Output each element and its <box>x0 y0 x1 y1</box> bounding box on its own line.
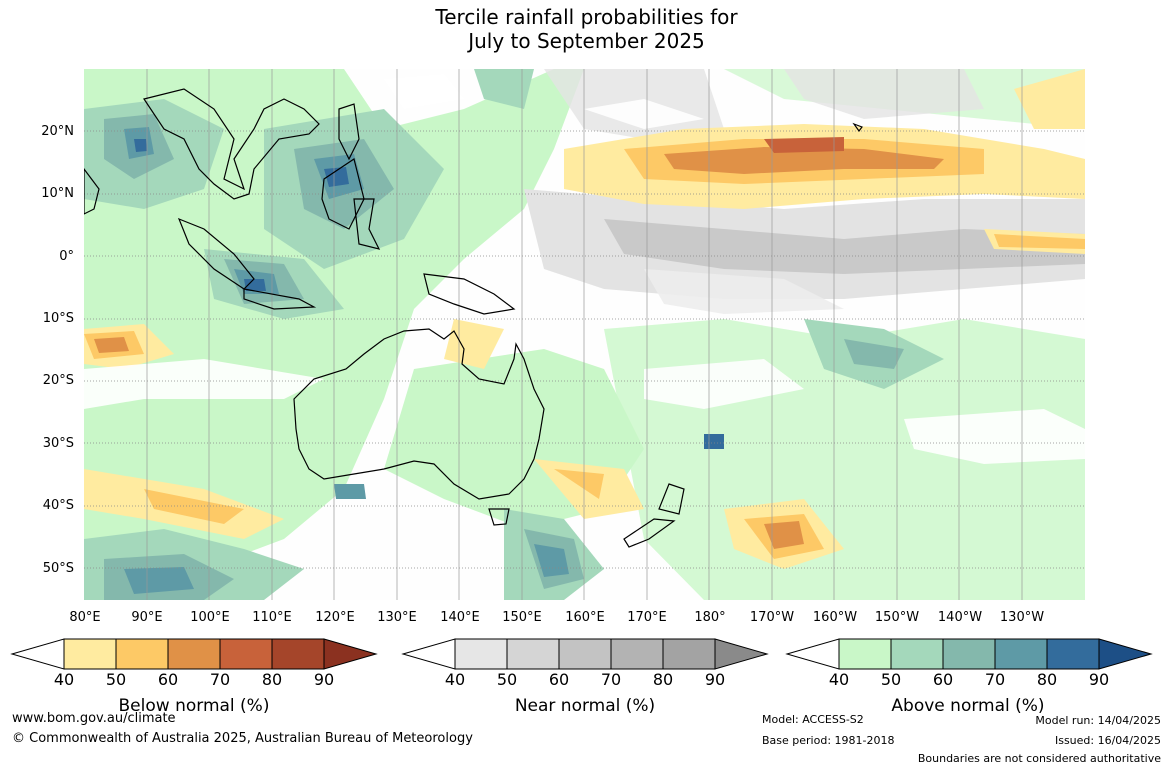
model-run-text: Model run: 14/04/2025 <box>1035 714 1161 727</box>
below-normal-label: Below normal (%) <box>118 696 270 716</box>
lon-label-120e: 120°E <box>315 610 355 625</box>
above-tick-40: 40 <box>828 670 850 689</box>
above-tick-70: 70 <box>984 670 1006 689</box>
lat-label-10s: 10°S <box>42 311 74 326</box>
near-tick-60: 60 <box>548 670 570 689</box>
lon-label-130w: 130°W <box>999 610 1045 625</box>
lat-label-50s: 50°S <box>42 561 74 576</box>
below-tick-60: 60 <box>157 670 179 689</box>
above-tick-90: 90 <box>1088 670 1110 689</box>
near-tick-90: 90 <box>704 670 726 689</box>
lon-label-140e: 140°E <box>440 610 480 625</box>
lon-label-80e: 80°E <box>69 610 101 625</box>
lon-label-150e: 150°E <box>502 610 542 625</box>
near-tick-70: 70 <box>600 670 622 689</box>
map-title-line1: Tercile rainfall probabilities for <box>435 5 738 29</box>
lon-label-100e: 100°E <box>190 610 230 625</box>
base-period-text: Base period: 1981-2018 <box>762 734 895 747</box>
map-title-line2: July to September 2025 <box>468 29 705 53</box>
above-normal-label: Above normal (%) <box>891 696 1045 716</box>
near-tick-40: 40 <box>444 670 466 689</box>
above-normal-colorbar <box>785 638 1153 670</box>
lon-label-170w: 170°W <box>749 610 795 625</box>
near-tick-50: 50 <box>496 670 518 689</box>
lon-label-180: 180° <box>694 610 726 625</box>
lat-label-40s: 40°S <box>42 498 74 513</box>
lat-label-10n: 10°N <box>41 186 74 201</box>
below-tick-40: 40 <box>53 670 75 689</box>
above-tick-60: 60 <box>932 670 954 689</box>
below-tick-70: 70 <box>209 670 231 689</box>
lon-label-160w: 160°W <box>812 610 858 625</box>
website-link[interactable]: www.bom.gov.au/climate <box>12 711 176 726</box>
lon-label-150w: 150°W <box>874 610 920 625</box>
near-normal-colorbar <box>401 638 769 670</box>
copyright-text: © Commonwealth of Australia 2025, Austra… <box>12 731 473 746</box>
below-tick-80: 80 <box>261 670 283 689</box>
lon-label-130e: 130°E <box>377 610 417 625</box>
lon-label-90e: 90°E <box>131 610 163 625</box>
lat-label-20s: 20°S <box>42 373 74 388</box>
above-tick-80: 80 <box>1036 670 1058 689</box>
above-tick-50: 50 <box>880 670 902 689</box>
lon-label-140w: 140°W <box>937 610 983 625</box>
lon-label-110e: 110°E <box>252 610 292 625</box>
issued-text: Issued: 16/04/2025 <box>1054 734 1161 747</box>
rainfall-probability-map <box>84 69 1085 600</box>
model-text: Model: ACCESS-S2 <box>762 713 864 726</box>
lat-label-0: 0° <box>59 249 74 264</box>
near-normal-label: Near normal (%) <box>514 696 656 716</box>
below-normal-colorbar <box>10 638 378 670</box>
lon-label-160e: 160°E <box>565 610 605 625</box>
near-tick-80: 80 <box>652 670 674 689</box>
lon-label-170e: 170°E <box>627 610 667 625</box>
disclaimer-text: Boundaries are not considered authoritat… <box>917 752 1161 765</box>
below-tick-90: 90 <box>313 670 335 689</box>
below-tick-50: 50 <box>105 670 127 689</box>
coastlines <box>84 88 863 548</box>
lat-label-20n: 20°N <box>41 124 74 139</box>
lat-label-30s: 30°S <box>42 436 74 451</box>
